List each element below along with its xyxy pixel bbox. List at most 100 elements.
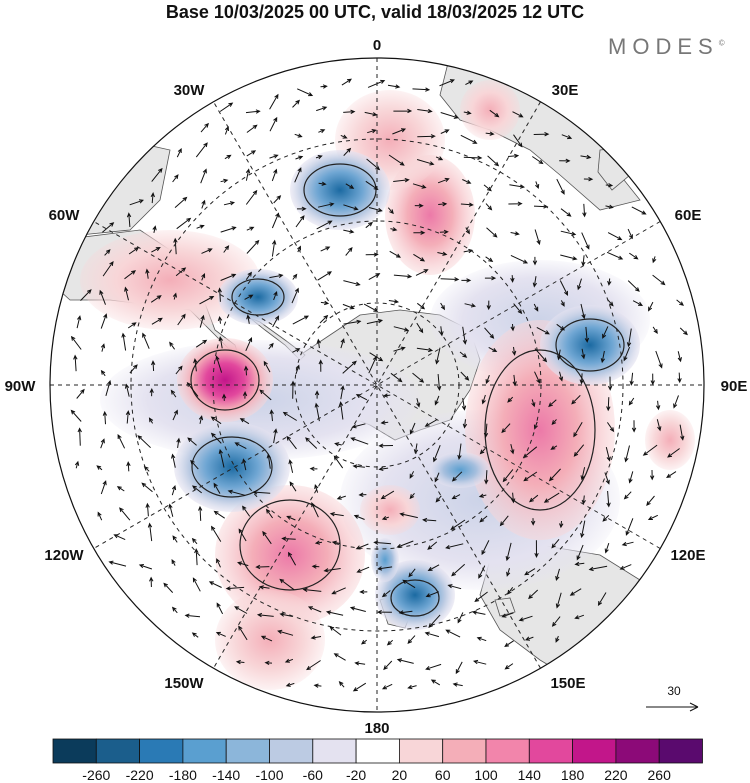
wind-arrow-icon <box>629 252 639 260</box>
wind-arrow-icon <box>481 394 486 405</box>
colorbar-swatch <box>528 738 573 764</box>
graticule <box>50 58 704 712</box>
colorbar-label: 180 <box>561 767 585 783</box>
wind-arrow-icon <box>561 134 573 140</box>
wind-arrow-icon <box>171 453 176 468</box>
wind-arrow-icon <box>606 422 615 433</box>
wind-arrow-icon <box>77 427 82 446</box>
wind-arrow-icon <box>100 369 106 377</box>
wind-arrow-icon <box>343 204 359 211</box>
colorbar-swatch <box>52 738 97 764</box>
wind-arrow-icon <box>279 578 295 591</box>
wind-arrow-icon <box>302 587 322 593</box>
wind-arrow-icon <box>583 176 594 182</box>
wind-arrow-icon <box>536 326 550 335</box>
wind-arrow-icon <box>169 341 176 350</box>
wind-arrow-icon <box>631 420 637 433</box>
wind-arrow-icon <box>224 154 232 160</box>
wind-arrow-icon <box>294 133 303 138</box>
wind-arrow-icon <box>409 492 415 500</box>
wind-arrow-icon <box>295 215 305 228</box>
wind-arrow-icon <box>245 109 261 114</box>
wind-arrow-icon <box>425 591 439 598</box>
colorbar-label: -20 <box>346 767 366 783</box>
wind-arrow-icon <box>245 168 251 181</box>
wind-arrow-icon <box>513 134 523 148</box>
wind-arrow-icon <box>336 495 346 500</box>
wind-arrow-icon <box>607 376 613 391</box>
lon-label-90e: 90E <box>721 378 748 395</box>
wind-arrow-icon <box>438 201 448 207</box>
wind-arrow-icon <box>440 112 459 119</box>
wind-arrow-icon <box>582 203 587 218</box>
wind-arrow-icon <box>259 389 272 401</box>
wind-arrow-icon <box>117 433 126 449</box>
wind-arrow-icon <box>292 315 310 325</box>
wind-arrow-icon <box>234 606 248 614</box>
wind-arrow-icon <box>531 399 536 408</box>
wind-arrow-icon <box>210 416 222 425</box>
wind-arrow-icon <box>100 438 105 449</box>
wind-arrow-icon <box>200 168 207 184</box>
wind-arrow-icon <box>435 347 441 365</box>
wind-arrow-icon <box>376 609 392 615</box>
longitude-labels: 0 30E 60E 90E 120E 150E 180 150W 120W 90… <box>5 37 748 737</box>
wind-arrow-icon <box>213 482 221 494</box>
wind-arrow-icon <box>190 459 199 470</box>
wind-arrow-icon <box>580 303 586 320</box>
wind-arrow-icon <box>556 178 565 195</box>
wind-arrow-icon <box>413 253 426 262</box>
wind-arrow-icon <box>220 273 237 281</box>
wind-arrow-icon <box>359 589 368 595</box>
colorbar-swatch <box>485 738 530 764</box>
wind-arrow-icon <box>242 505 251 517</box>
wind-arrow-icon <box>628 397 635 406</box>
wind-arrow-icon <box>625 518 634 536</box>
wind-arrow-icon <box>126 461 131 472</box>
wind-arrow-icon <box>277 629 294 636</box>
wind-arrow-icon <box>604 542 610 554</box>
wind-arrow-icon <box>666 471 677 479</box>
wind-arrow-icon <box>378 443 394 448</box>
wind-arrow-icon <box>365 221 373 229</box>
colorbar-label: -60 <box>303 767 323 783</box>
wind-arrow-icon <box>342 360 357 374</box>
wind-arrow-icon <box>483 184 492 192</box>
wind-arrow-icon <box>271 212 280 229</box>
wind-arrow-icon <box>345 247 353 256</box>
wind-arrow-icon <box>216 602 224 615</box>
wind-arrow-icon <box>619 564 632 570</box>
wind-arrow-icon <box>621 541 634 547</box>
wind-arrow-icon <box>364 111 378 117</box>
wind-arrow-icon <box>579 373 584 385</box>
wind-arrow-icon <box>124 286 129 301</box>
wind-arrow-icon <box>434 395 440 406</box>
wind-arrow-icon <box>238 625 248 641</box>
wind-arrow-icon <box>652 326 658 334</box>
wind-arrow-icon <box>461 397 467 411</box>
wind-arrow-icon <box>368 355 377 374</box>
wind-arrow-icon <box>97 511 103 521</box>
wind-arrow-icon <box>246 124 258 133</box>
wind-arrow-icon <box>402 579 416 589</box>
wind-arrow-icon <box>484 470 489 485</box>
wind-arrow-icon <box>434 472 440 483</box>
wind-arrow-icon <box>288 551 297 566</box>
wind-arrow-icon <box>393 274 413 279</box>
wind-arrow-icon <box>623 491 632 500</box>
wind-arrow-icon <box>200 122 209 133</box>
colorbar-swatch <box>312 738 357 764</box>
wind-arrow-icon <box>225 586 245 591</box>
wind-arrow-icon <box>149 576 154 588</box>
wind-arrow-icon <box>464 303 476 308</box>
wind-arrow-icon <box>142 332 150 349</box>
wind-arrow-icon <box>317 202 335 208</box>
wind-arrow-icon <box>409 471 415 479</box>
wind-arrow-icon <box>574 614 585 620</box>
wind-arrow-icon <box>343 280 361 286</box>
wind-arrow-icon <box>137 435 151 449</box>
wind-arrow-icon <box>208 581 222 588</box>
wind-arrow-icon <box>478 565 486 579</box>
wind-arrow-icon <box>349 606 366 612</box>
wind-arrow-icon <box>288 459 294 473</box>
